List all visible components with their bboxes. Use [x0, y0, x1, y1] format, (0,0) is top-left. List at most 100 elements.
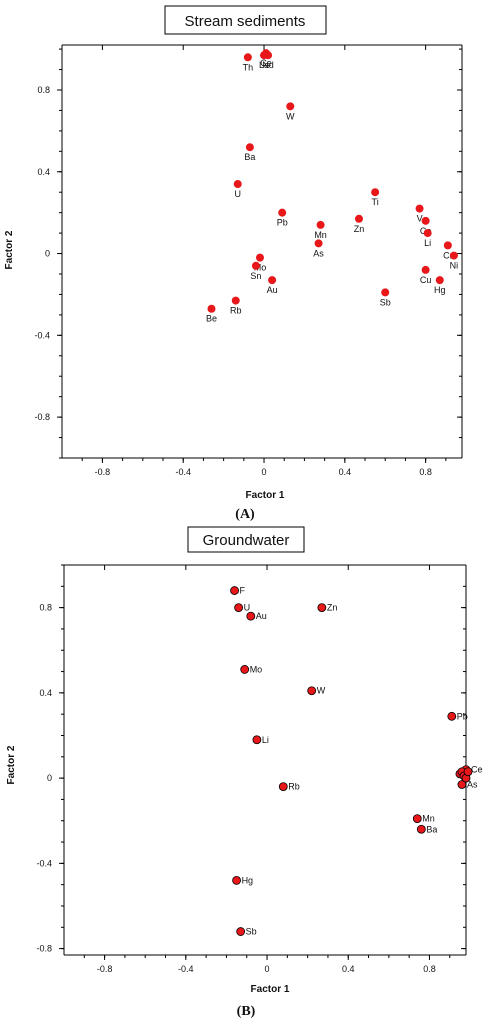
- point-label: Cr: [443, 250, 453, 260]
- data-point-as: [457, 780, 467, 789]
- data-point-zn: [354, 214, 363, 223]
- point-label: W: [286, 111, 295, 121]
- point-label: Ni: [450, 261, 459, 271]
- y-tick-label: -0.4: [36, 858, 52, 868]
- data-point-f: [230, 586, 239, 595]
- data-point-mo: [240, 665, 250, 674]
- data-point-w: [286, 102, 295, 111]
- x-tick-label: 0.4: [339, 467, 352, 477]
- point-label: Zn: [354, 224, 365, 234]
- y-axis-label: Factor 2: [4, 230, 15, 269]
- point-label: Sn: [250, 271, 261, 281]
- point-label: Ce: [471, 765, 483, 775]
- data-point-cu: [421, 265, 430, 274]
- data-point-mn: [316, 220, 325, 229]
- data-point-sb: [381, 288, 390, 297]
- point-label: Hg: [242, 875, 254, 885]
- y-tick-label: 0.8: [39, 603, 52, 613]
- data-point-zn: [317, 603, 327, 613]
- point-label: V: [417, 214, 423, 224]
- point-label: Li: [424, 238, 431, 248]
- y-tick-label: 0: [45, 249, 50, 259]
- point-label: Zn: [327, 603, 338, 613]
- chart-groundwater: Groundwater -0.8 -0.4 0 0.4 0.8 -0.8 -0.4 0 0.4 0…: [6, 526, 483, 1019]
- x-axis-label: Factor 1: [246, 490, 285, 501]
- y-tick-label: -0.8: [36, 944, 52, 954]
- point-label: Hg: [434, 285, 446, 295]
- point-label: Be: [206, 314, 217, 324]
- point-label: W: [317, 686, 326, 696]
- data-point-cr: [443, 241, 452, 250]
- data-point-sb: [236, 927, 246, 936]
- data-point-co: [421, 216, 430, 225]
- x-tick-label: -0.4: [178, 964, 194, 974]
- y-tick-label: -0.8: [34, 412, 50, 422]
- point-label: U: [235, 189, 242, 199]
- point-label: Ce: [260, 58, 272, 68]
- point-label: Ti: [372, 197, 379, 207]
- data-point-hg: [435, 276, 444, 285]
- point-label: Mo: [250, 664, 263, 674]
- x-tick-label: -0.8: [95, 467, 111, 477]
- point-label: Pb: [277, 218, 288, 228]
- point-label: Sb: [380, 297, 391, 307]
- data-point-w: [307, 686, 317, 696]
- data-point: [463, 767, 473, 777]
- point-label: As: [313, 248, 324, 258]
- data-point-ba: [416, 824, 426, 834]
- point-label: Ba: [426, 824, 437, 834]
- data-point-pb: [447, 711, 457, 721]
- point-label: Nd: [262, 60, 274, 70]
- data-point-hg: [232, 876, 241, 885]
- point-label: Mn: [422, 814, 435, 824]
- point-label: Rb: [288, 782, 300, 792]
- point-label: Rb: [230, 306, 242, 316]
- chart-title-box: [187, 526, 305, 553]
- panel-label: (A): [235, 507, 255, 522]
- data-point-li: [252, 735, 262, 745]
- data-point-nd: [264, 51, 273, 60]
- point-label: Ba: [244, 152, 255, 162]
- point-label: La: [259, 60, 269, 70]
- chart-title: Groundwater: [203, 532, 290, 549]
- chart-title-box: [164, 5, 327, 35]
- data-point-as: [314, 239, 323, 248]
- point-label: Mn: [314, 230, 327, 240]
- data-point-au: [268, 276, 277, 285]
- data-point-v: [415, 204, 424, 213]
- x-tick-label: -0.8: [97, 964, 113, 974]
- y-tick-label: 0: [47, 773, 52, 783]
- x-tick-label: 0.8: [419, 467, 432, 477]
- data-point-rb: [231, 296, 240, 305]
- data-point-ti: [371, 188, 380, 197]
- data-point-be: [207, 304, 216, 313]
- chart-title: Stream sediments: [185, 13, 306, 30]
- data-point-mo: [255, 253, 264, 262]
- point-label: As: [467, 780, 478, 790]
- data-point-rb: [278, 782, 288, 792]
- data-point-th: [243, 53, 252, 62]
- point-label: Pb: [457, 711, 468, 721]
- data-point-pb: [278, 208, 287, 217]
- point-label: Mo: [254, 263, 267, 273]
- data-point-ni: [449, 251, 458, 260]
- data-point-sn: [251, 261, 260, 270]
- data-point-u: [234, 603, 244, 613]
- data-point-mn: [412, 814, 422, 824]
- chart-stream-sediments: Stream sediments -0.8 -0.4 0 0.4 0.8 -0.8 -0.4…: [4, 5, 463, 522]
- x-tick-label: -0.4: [175, 467, 191, 477]
- y-axis-label: Factor 2: [6, 745, 17, 784]
- data-point-au: [246, 611, 256, 621]
- y-tick-label: 0.4: [39, 688, 52, 698]
- point-label: Sb: [246, 927, 257, 937]
- y-tick-label: 0.4: [37, 167, 50, 177]
- point-label: U: [244, 603, 251, 613]
- point-label: Li: [262, 735, 269, 745]
- x-tick-label: 0.8: [423, 964, 436, 974]
- data-point-ba: [245, 143, 254, 152]
- x-axis-label: Factor 1: [251, 984, 290, 995]
- point-label: Au: [267, 285, 278, 295]
- x-tick-label: 0: [262, 467, 267, 477]
- data-point-li: [423, 229, 432, 238]
